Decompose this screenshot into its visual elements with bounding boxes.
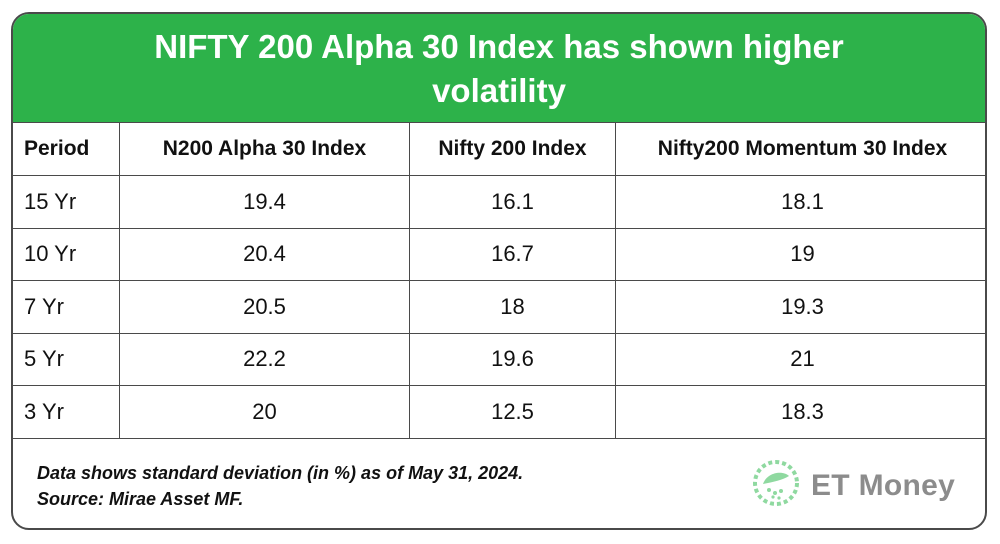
- column-header: Nifty 200 Index: [409, 122, 616, 176]
- table-row: 5 Yr 22.2 19.6 21: [13, 332, 985, 386]
- table-header-row: Period N200 Alpha 30 Index Nifty 200 Ind…: [13, 122, 985, 176]
- column-header: Nifty200 Momentum 30 Index: [615, 122, 985, 176]
- value-cell: 19.3: [615, 280, 985, 334]
- table-row: 7 Yr 20.5 18 19.3: [13, 280, 985, 334]
- footnote-source: Source: Mirae Asset MF.: [37, 489, 244, 509]
- value-cell: 16.1: [409, 175, 616, 229]
- logo-text: ET Money: [811, 468, 956, 502]
- value-cell: 19.6: [409, 332, 616, 386]
- value-cell: 16.7: [409, 227, 616, 281]
- value-cell: 20: [119, 385, 410, 439]
- column-header: N200 Alpha 30 Index: [119, 122, 410, 176]
- footnote-note: Data shows standard deviation (in %) as …: [37, 463, 524, 483]
- value-cell: 19: [615, 227, 985, 281]
- page-title: NIFTY 200 Alpha 30 Index has shown highe…: [154, 28, 844, 109]
- table-row: 10 Yr 20.4 16.7 19: [13, 227, 985, 281]
- footnote: Data shows standard deviation (in %) as …: [37, 460, 523, 512]
- column-header: Period: [13, 122, 120, 176]
- value-cell: 18.1: [615, 175, 985, 229]
- table-row: 3 Yr 20 12.5 18.3: [13, 385, 985, 439]
- et-money-leaf-icon: [753, 460, 799, 511]
- period-cell: 5 Yr: [13, 332, 120, 386]
- period-cell: 15 Yr: [13, 175, 120, 229]
- volatility-table: Period N200 Alpha 30 Index Nifty 200 Ind…: [13, 122, 985, 439]
- value-cell: 21: [615, 332, 985, 386]
- value-cell: 20.5: [119, 280, 410, 334]
- value-cell: 18.3: [615, 385, 985, 439]
- title-banner: NIFTY 200 Alpha 30 Index has shown highe…: [13, 14, 985, 122]
- value-cell: 18: [409, 280, 616, 334]
- period-cell: 10 Yr: [13, 227, 120, 281]
- value-cell: 19.4: [119, 175, 410, 229]
- infographic-card: NIFTY 200 Alpha 30 Index has shown highe…: [11, 12, 987, 530]
- period-cell: 7 Yr: [13, 280, 120, 334]
- value-cell: 20.4: [119, 227, 410, 281]
- value-cell: 12.5: [409, 385, 616, 439]
- period-cell: 3 Yr: [13, 385, 120, 439]
- value-cell: 22.2: [119, 332, 410, 386]
- et-money-logo: ET Money: [753, 460, 955, 511]
- table-row: 15 Yr 19.4 16.1 18.1: [13, 175, 985, 229]
